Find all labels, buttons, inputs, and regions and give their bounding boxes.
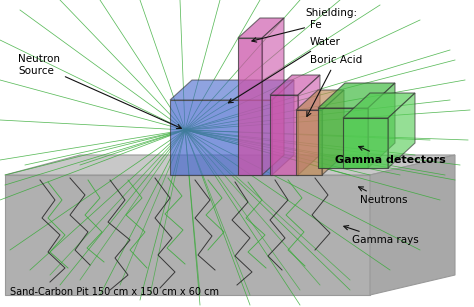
Text: Neutrons: Neutrons: [358, 187, 408, 205]
Text: Sand-Carbon Pit 150 cm x 150 cm x 60 cm: Sand-Carbon Pit 150 cm x 150 cm x 60 cm: [10, 287, 219, 297]
Polygon shape: [272, 80, 294, 175]
Polygon shape: [238, 18, 284, 38]
Polygon shape: [238, 38, 262, 175]
Polygon shape: [270, 95, 298, 175]
Polygon shape: [370, 155, 455, 295]
Polygon shape: [296, 110, 322, 175]
Text: Neutron
Source: Neutron Source: [18, 54, 182, 129]
Text: Water: Water: [228, 37, 341, 103]
Polygon shape: [5, 155, 455, 175]
Text: Gamma rays: Gamma rays: [344, 226, 419, 245]
Polygon shape: [318, 83, 395, 108]
Polygon shape: [5, 175, 370, 295]
Polygon shape: [296, 90, 344, 110]
Polygon shape: [318, 108, 368, 168]
Text: Gamma detectors: Gamma detectors: [335, 146, 446, 165]
Polygon shape: [270, 75, 320, 95]
Polygon shape: [170, 100, 272, 175]
Text: Shielding:: Shielding:: [305, 8, 357, 18]
Text: Boric Acid: Boric Acid: [307, 55, 362, 116]
Polygon shape: [322, 90, 344, 175]
Polygon shape: [388, 93, 415, 168]
Polygon shape: [262, 18, 284, 175]
Polygon shape: [343, 118, 388, 168]
Polygon shape: [298, 75, 320, 175]
Polygon shape: [368, 83, 395, 168]
Polygon shape: [170, 80, 294, 100]
Text: Fe: Fe: [252, 20, 322, 42]
Polygon shape: [343, 93, 415, 118]
